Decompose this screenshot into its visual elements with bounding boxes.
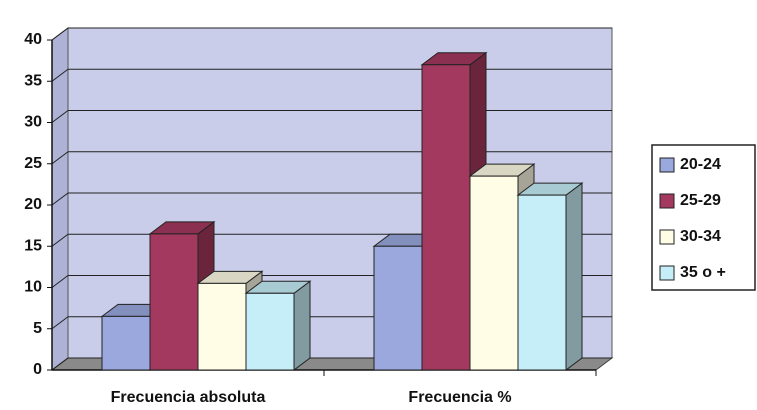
grid-line xyxy=(51,68,69,82)
y-tick-label: 10 xyxy=(24,279,42,296)
legend-label: 20-24 xyxy=(680,156,721,173)
legend-swatch xyxy=(659,229,675,245)
bar xyxy=(149,233,199,371)
y-tick-label: 30 xyxy=(24,114,42,131)
legend-label: 25-29 xyxy=(680,192,721,209)
bar xyxy=(517,194,567,371)
legend-label: 35 o + xyxy=(680,264,726,281)
bar xyxy=(101,315,151,371)
grid-line xyxy=(51,275,69,288)
bar xyxy=(373,245,423,371)
bar-side xyxy=(565,182,583,371)
y-tick-label: 25 xyxy=(24,155,42,172)
legend-swatch xyxy=(659,265,675,281)
legend-swatch xyxy=(659,193,675,209)
grid-line xyxy=(51,192,69,206)
legend-label: 30-34 xyxy=(680,228,721,245)
legend-swatch xyxy=(659,157,675,173)
bar xyxy=(469,175,519,371)
grid-line xyxy=(51,233,69,247)
bar xyxy=(245,292,295,371)
grid-line xyxy=(51,27,69,41)
grid-line xyxy=(51,110,69,123)
y-tick-label: 0 xyxy=(33,361,42,378)
grid-line xyxy=(51,357,69,371)
bar xyxy=(197,282,247,371)
x-tick-label: Frecuencia % xyxy=(408,389,511,406)
y-tick-label: 40 xyxy=(24,31,42,48)
y-tick-label: 35 xyxy=(24,72,42,89)
y-tick-label: 15 xyxy=(24,237,42,254)
y-tick-label: 20 xyxy=(24,196,42,213)
bar-side xyxy=(293,280,311,371)
bar xyxy=(421,64,471,371)
y-tick-label: 5 xyxy=(33,320,42,337)
x-tick-label: Frecuencia absoluta xyxy=(111,389,266,406)
grid-line xyxy=(51,316,69,330)
grid-line xyxy=(51,151,69,165)
